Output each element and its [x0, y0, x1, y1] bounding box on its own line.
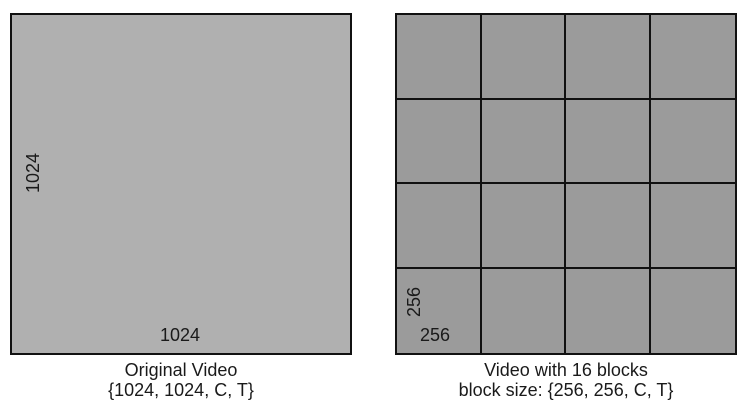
video-block — [650, 15, 735, 100]
video-block — [651, 269, 736, 354]
video-block — [566, 268, 651, 353]
original-video-caption: Original Video {1024, 1024, C, T} — [10, 360, 352, 400]
video-block — [397, 99, 482, 184]
video-block — [481, 15, 566, 100]
original-height-label: 1024 — [23, 152, 43, 193]
video-block — [566, 99, 651, 184]
blocked-caption-dimensions: block size: {256, 256, C, T} — [458, 380, 674, 400]
original-caption-title: Original Video — [124, 360, 238, 380]
blocked-video-grid — [395, 13, 737, 355]
original-caption-dimensions: {1024, 1024, C, T} — [108, 380, 254, 400]
block-height-label: 256 — [404, 286, 424, 317]
original-video-frame — [10, 13, 352, 355]
video-block — [650, 100, 735, 184]
video-block — [566, 15, 651, 100]
original-width-label: 1024 — [160, 325, 201, 345]
video-block — [482, 268, 566, 353]
video-block — [481, 99, 566, 184]
video-block — [397, 184, 482, 269]
blocked-video-caption: Video with 16 blocks block size: {256, 2… — [395, 360, 737, 400]
video-block — [566, 184, 651, 269]
block-width-label: 256 — [420, 325, 451, 345]
video-block — [397, 15, 482, 100]
video-block — [397, 268, 482, 353]
video-block — [650, 184, 735, 269]
blocked-caption-title: Video with 16 blocks — [484, 360, 648, 380]
video-block — [481, 184, 566, 269]
